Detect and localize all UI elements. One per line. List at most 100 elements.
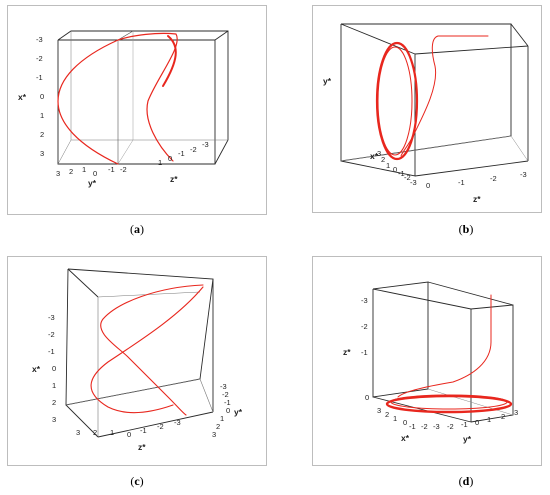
x-axis-label: x* <box>18 92 27 102</box>
bounding-box <box>57 30 229 165</box>
x-axis-ticks: 3 2 1 0 -1 -2 -3 <box>377 406 440 431</box>
caption-a: (a) <box>130 222 144 236</box>
figure-panel-c: -3 -2 -1 0 1 2 3 x* 3 2 1 0 -1 -2 -3 z* … <box>7 256 267 466</box>
tick-label: 1 <box>52 381 56 390</box>
tick-label: 0 <box>127 430 131 439</box>
z-axis-ticks: 3 2 1 0 -1 -2 -3 <box>76 418 181 439</box>
tick-label: 2 <box>501 412 505 421</box>
tick-label: 1 <box>158 158 162 167</box>
tick-label: -2 <box>222 390 229 399</box>
tick-label: 3 <box>212 430 216 439</box>
solution-curve <box>400 35 489 157</box>
tick-label: 2 <box>381 155 385 164</box>
tick-label: 1 <box>386 161 390 170</box>
tick-label: 3 <box>76 428 80 437</box>
y-axis-ticks: 3 2 1 0 -1 -2 <box>56 165 127 178</box>
tick-label: 0 <box>226 406 230 415</box>
tick-label: 1 <box>110 428 114 437</box>
tick-label: -3 <box>174 418 181 427</box>
bounding-box <box>372 281 514 423</box>
tick-label: 1 <box>487 415 491 424</box>
tick-label: 3 <box>40 149 44 158</box>
tick-label: 3 <box>514 408 518 417</box>
tick-label: 2 <box>216 422 220 431</box>
tick-label: -1 <box>461 420 468 429</box>
tick-label: 0 <box>393 165 397 174</box>
x-axis-ticks: 3 2 1 0 -1 -2 -3 <box>377 149 417 187</box>
tick-label: -2 <box>404 173 411 182</box>
tick-label: -1 <box>224 398 231 407</box>
tick-label: -1 <box>48 347 55 356</box>
solution-curve <box>100 284 204 416</box>
tick-label: 0 <box>52 364 56 373</box>
plot-3d-c: -3 -2 -1 0 1 2 3 x* 3 2 1 0 -1 -2 -3 z* … <box>32 268 243 452</box>
z-axis-label: z* <box>343 347 351 357</box>
tick-label: 0 <box>426 181 430 190</box>
z-axis-ticks: 0 -1 -2 -3 <box>426 170 527 190</box>
plot-3d-d: -3 -2 -1 0 z* 3 2 1 0 -1 -2 -3 x* -2 -1 … <box>343 281 518 444</box>
plot-3d-b: y* x* 3 2 1 0 -1 -2 -3 0 -1 -2 -3 z* <box>323 23 529 204</box>
tick-label: -1 <box>398 169 405 178</box>
tick-label: -3 <box>36 35 43 44</box>
caption-d: (d) <box>458 474 474 488</box>
plot-3d-a: -3 -2 -1 0 1 2 3 x* 3 2 1 0 -1 -2 y* 1 0… <box>18 30 229 188</box>
tick-label: 0 <box>403 418 407 427</box>
z-axis-label: z* <box>473 194 481 204</box>
tick-label: -1 <box>108 165 115 174</box>
tick-label: -1 <box>458 178 465 187</box>
tick-label: 3 <box>52 415 56 424</box>
tick-label: 0 <box>475 418 479 427</box>
tick-label: 3 <box>377 149 381 158</box>
solution-curve-bold <box>162 35 177 87</box>
tick-label: -2 <box>48 330 55 339</box>
tick-label: -3 <box>202 140 209 149</box>
y-axis-label: y* <box>234 407 243 417</box>
caption-c: (c) <box>130 474 144 488</box>
tick-label: -1 <box>36 73 43 82</box>
solution-curve-limit-cycle <box>375 41 419 161</box>
bounding-box <box>65 268 214 438</box>
tick-label: 2 <box>93 428 97 437</box>
tick-label: -2 <box>421 422 428 431</box>
tick-label: 2 <box>40 130 44 139</box>
figure-panel-d: -3 -2 -1 0 z* 3 2 1 0 -1 -2 -3 x* -2 -1 … <box>312 256 542 466</box>
x-axis-label: x* <box>370 151 379 161</box>
tick-label: -2 <box>361 322 368 331</box>
tick-label: -3 <box>410 178 417 187</box>
z-axis-label: z* <box>138 442 146 452</box>
bounding-box <box>340 23 529 177</box>
tick-label: -2 <box>447 422 454 431</box>
figure-panel-a: -3 -2 -1 0 1 2 3 x* 3 2 1 0 -1 -2 y* 1 0… <box>7 5 267 215</box>
z-axis-ticks: 1 0 -1 -2 -3 <box>158 140 209 167</box>
tick-label: -2 <box>490 174 497 183</box>
z-axis-ticks: -3 -2 -1 0 <box>361 296 369 402</box>
solution-curve-limit-cycle <box>377 46 413 156</box>
x-axis-ticks: -3 -2 -1 0 1 2 3 <box>36 35 44 158</box>
y-axis-label: y* <box>88 178 97 188</box>
tick-label: 2 <box>52 398 56 407</box>
y-axis-ticks: -3 -2 -1 0 1 2 3 <box>212 382 231 439</box>
tick-label: -3 <box>220 382 227 391</box>
tick-label: -2 <box>157 422 164 431</box>
tick-label: -1 <box>178 149 185 158</box>
tick-label: 2 <box>385 410 389 419</box>
caption-b: (b) <box>458 222 474 236</box>
tick-label: 1 <box>82 165 86 174</box>
solution-curve-limit-cycle <box>385 394 513 414</box>
tick-label: -1 <box>409 422 416 431</box>
tick-label: 0 <box>93 169 97 178</box>
tick-label: -3 <box>48 313 55 322</box>
tick-label: -2 <box>120 165 127 174</box>
figure-panel-b: y* x* 3 2 1 0 -1 -2 -3 0 -1 -2 -3 z* <box>312 5 542 213</box>
solution-curve <box>57 32 178 165</box>
tick-label: 1 <box>220 414 224 423</box>
tick-label: -1 <box>361 348 368 357</box>
x-axis-label: x* <box>32 364 41 374</box>
y-axis-ticks: -2 -1 0 1 2 3 <box>447 408 518 431</box>
x-axis-ticks: -3 -2 -1 0 1 2 3 <box>48 313 56 424</box>
tick-label: -2 <box>190 145 197 154</box>
tick-label: 0 <box>40 92 44 101</box>
tick-label: 1 <box>393 414 397 423</box>
y-axis-label: y* <box>463 434 472 444</box>
solution-curve <box>397 294 492 398</box>
